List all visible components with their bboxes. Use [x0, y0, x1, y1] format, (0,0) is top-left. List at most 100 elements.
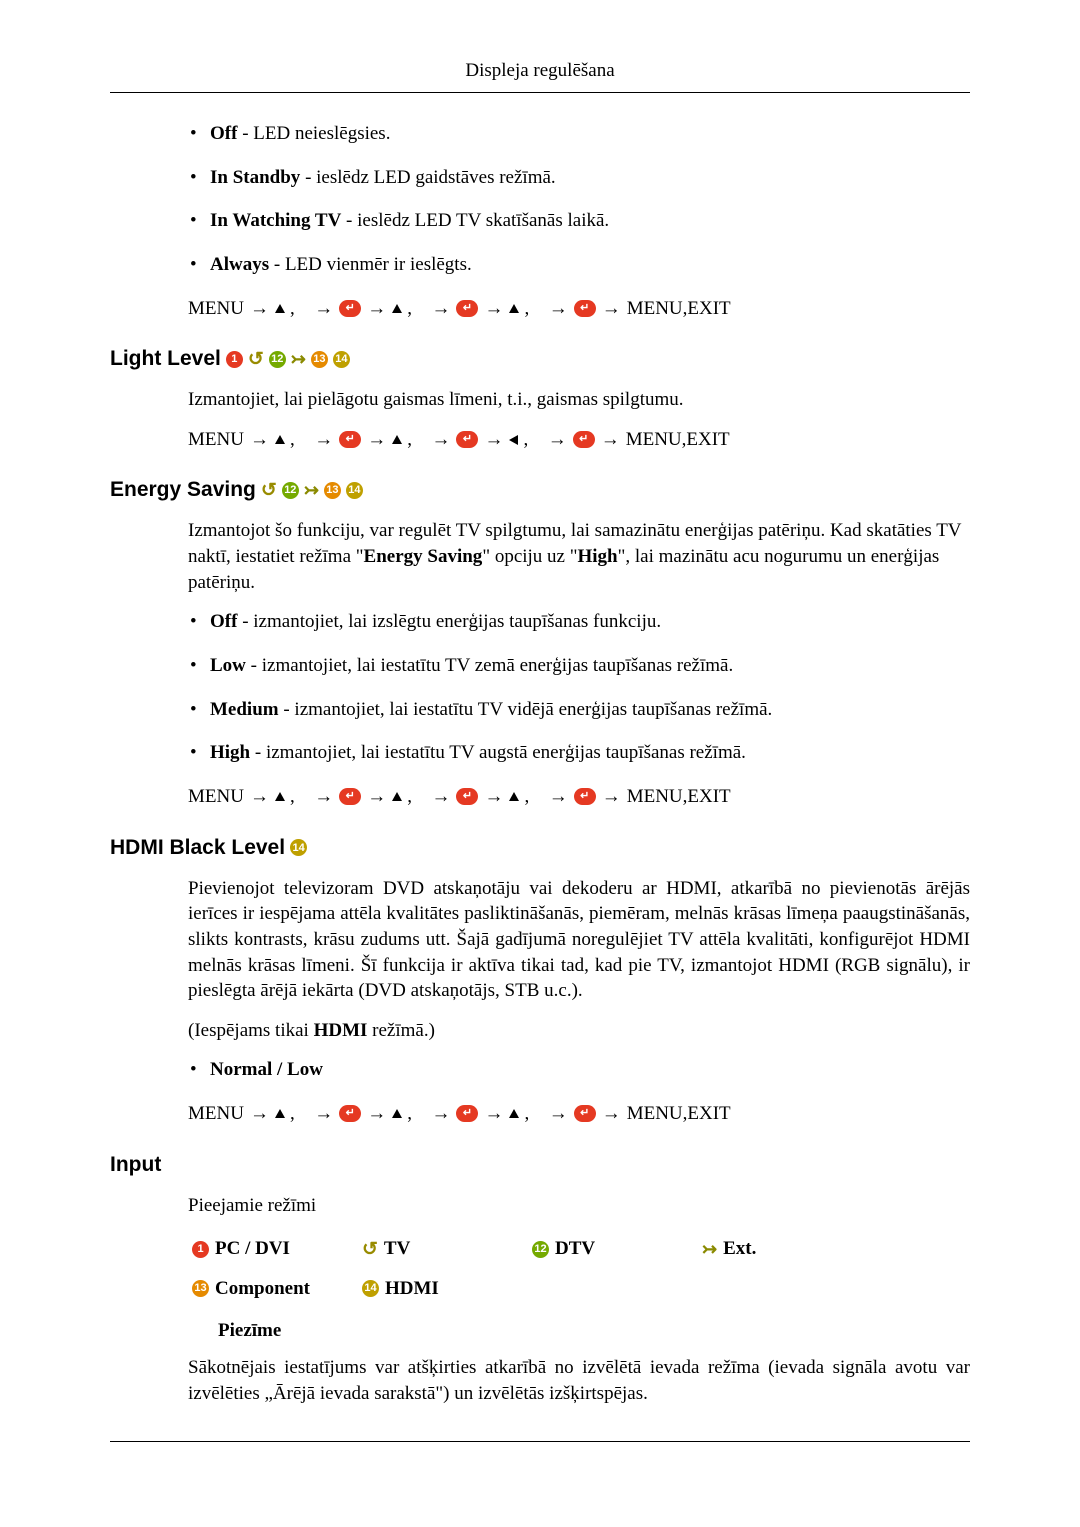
led-list: Off - LED neieslēgsies. In Standby - ies… — [188, 121, 970, 278]
mode-label: HDMI — [385, 1276, 439, 1302]
item-desc: - ieslēdz LED gaidstāves režīmā. — [300, 167, 555, 188]
up-icon — [275, 435, 285, 444]
mode-badge-14: 14 — [362, 1280, 379, 1297]
energy-list: Off - izmantojiet, lai izslēgtu enerģija… — [188, 609, 970, 766]
nav-menu: MENU — [188, 427, 244, 453]
modes-grid: 1 PC / DVI ↺ TV 12DTV ↣ Ext. 13Component 14… — [192, 1236, 970, 1301]
nav-path: MENU → , → ↵ → , → ↵ → , → ↵ → MENU,EXIT — [188, 1101, 970, 1127]
section-energy-saving: Energy Saving ↺ 12 ↣ 13 14 — [110, 478, 970, 502]
t: HDMI — [314, 1020, 368, 1041]
t: režīmā.) — [367, 1020, 435, 1041]
nav-menu: MENU — [188, 296, 244, 322]
mode-ext: ↣ Ext. — [702, 1236, 872, 1262]
mode-label: Ext. — [723, 1236, 756, 1262]
nav-path: MENU → , → ↵ → , → ↵ → , → ↵ → MENU,EXIT — [188, 784, 970, 810]
mode-badge-14: 14 — [346, 482, 363, 499]
t: Energy Saving — [364, 546, 483, 567]
t: " opciju uz " — [482, 546, 577, 567]
enter-icon: ↵ — [456, 1105, 478, 1122]
mode-dtv: 12DTV — [532, 1236, 702, 1262]
section-hdmi-black-level: HDMI Black Level 14 — [110, 836, 970, 860]
list-item: Off - LED neieslēgsies. — [210, 121, 970, 147]
enter-icon: ↵ — [456, 431, 478, 448]
top-rule — [110, 92, 970, 93]
mode-badge-input: ↣ — [702, 1240, 717, 1258]
up-icon — [509, 792, 519, 801]
item-label: High — [210, 742, 250, 763]
enter-icon: ↵ — [456, 300, 478, 317]
up-icon — [392, 304, 402, 313]
item-label: In Watching TV — [210, 210, 341, 231]
item-label: Off — [210, 611, 237, 632]
t: High — [578, 546, 618, 567]
list-item: Always - LED vienmēr ir ieslēgts. — [210, 252, 970, 278]
nav-path: MENU → , → ↵ → , → ↵ → , → ↵ → MENU,EXIT — [188, 427, 970, 453]
enter-icon: ↵ — [574, 788, 596, 805]
enter-icon: ↵ — [574, 300, 596, 317]
led-block: Off - LED neieslēgsies. In Standby - ies… — [188, 121, 970, 321]
up-icon — [275, 1109, 285, 1118]
enter-icon: ↵ — [339, 788, 361, 805]
hdmi-block: Pievienojot televizoram DVD atskaņotāju … — [188, 876, 970, 1127]
nav-path: MENU → , → ↵ → , → ↵ → , → ↵ → MENU,EXIT — [188, 296, 970, 322]
note-title: Piezīme — [218, 1318, 970, 1344]
mode-hdmi: 14 HDMI — [362, 1276, 532, 1302]
section-title-text: HDMI Black Level — [110, 836, 285, 860]
enter-icon: ↵ — [574, 1105, 596, 1122]
enter-icon: ↵ — [339, 300, 361, 317]
item-label: Always — [210, 254, 269, 275]
mode-badge-input: ↣ — [304, 481, 319, 499]
mode-badge-back: ↺ — [362, 1240, 378, 1259]
list-item: Off - izmantojiet, lai izslēgtu enerģija… — [210, 609, 970, 635]
list-item: Medium - izmantojiet, lai iestatītu TV v… — [210, 697, 970, 723]
mode-badge-13: 13 — [192, 1280, 209, 1297]
mode-label: TV — [384, 1236, 410, 1262]
energy-block: Izmantojot šo funkciju, var regulēt TV s… — [188, 518, 970, 809]
item-desc: - izmantojiet, lai izslēgtu enerģijas ta… — [237, 611, 661, 632]
light-block: Izmantojiet, lai pielāgotu gaismas līmen… — [188, 387, 970, 452]
item-desc: - LED neieslēgsies. — [237, 123, 390, 144]
up-icon — [392, 1109, 402, 1118]
mode-label: PC / DVI — [215, 1236, 290, 1262]
nav-end: MENU,EXIT — [626, 427, 730, 453]
mode-badge-input: ↣ — [291, 350, 306, 368]
up-icon — [509, 1109, 519, 1118]
list-item: In Watching TV - ieslēdz LED TV skatīšan… — [210, 208, 970, 234]
item-label: Medium — [210, 699, 279, 720]
item-desc: - izmantojiet, lai iestatītu TV vidējā e… — [279, 699, 773, 720]
item-desc: - izmantojiet, lai iestatītu TV zemā ene… — [246, 655, 733, 676]
energy-desc: Izmantojot šo funkciju, var regulēt TV s… — [188, 518, 970, 595]
hdmi-list: Normal / Low — [188, 1057, 970, 1083]
item-desc: - izmantojiet, lai iestatītu TV augstā e… — [250, 742, 746, 763]
hdmi-desc: Pievienojot televizoram DVD atskaņotāju … — [188, 876, 970, 1004]
note-text: Sākotnējais iestatījums var atšķirties a… — [188, 1355, 970, 1406]
mode-label: DTV — [555, 1236, 595, 1262]
left-icon — [509, 435, 518, 445]
up-icon — [509, 304, 519, 313]
input-desc: Pieejamie režīmi — [188, 1193, 970, 1219]
up-icon — [275, 792, 285, 801]
nav-menu: MENU — [188, 784, 244, 810]
bottom-rule — [110, 1441, 970, 1442]
mode-badge-back: ↺ — [261, 481, 277, 500]
input-block: Pieejamie režīmi 1 PC / DVI ↺ TV 12DTV ↣ Ex… — [188, 1193, 970, 1407]
up-icon — [392, 792, 402, 801]
mode-badge-1: 1 — [192, 1241, 209, 1258]
mode-badge-12: 12 — [269, 351, 286, 368]
mode-component: 13Component — [192, 1276, 362, 1302]
light-desc: Izmantojiet, lai pielāgotu gaismas līmen… — [188, 387, 970, 413]
item-desc: - LED vienmēr ir ieslēgts. — [269, 254, 472, 275]
mode-badge-13: 13 — [311, 351, 328, 368]
list-item: High - izmantojiet, lai iestatītu TV aug… — [210, 740, 970, 766]
item-label: Low — [210, 655, 246, 676]
nav-end: MENU,EXIT — [627, 784, 731, 810]
enter-icon: ↵ — [573, 431, 595, 448]
item-label: Off — [210, 123, 237, 144]
page-root: Displeja regulēšana Off - LED neieslēgsi… — [0, 0, 1080, 1527]
nav-end: MENU,EXIT — [627, 296, 731, 322]
mode-badge-12: 12 — [282, 482, 299, 499]
enter-icon: ↵ — [339, 431, 361, 448]
section-input: Input — [110, 1153, 970, 1177]
mode-pcdvi: 1 PC / DVI — [192, 1236, 362, 1262]
mode-badge-1: 1 — [226, 351, 243, 368]
